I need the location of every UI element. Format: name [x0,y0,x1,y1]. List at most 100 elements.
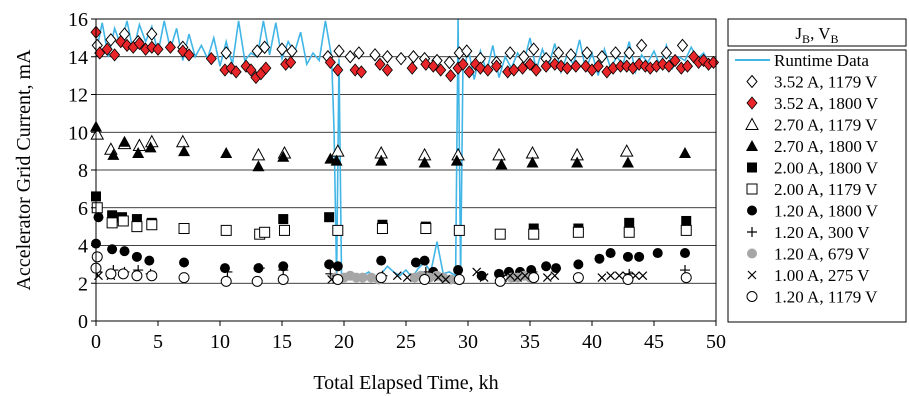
point-s7-11 [332,261,343,272]
point-s6-17 [623,226,635,238]
point-s10-12 [513,273,523,283]
series-7 [91,212,690,281]
legend-swatch-1 [746,74,758,89]
legend-label-5: 2.00 A, 1800 V [774,159,879,178]
point-s2-26 [332,63,344,77]
x-tick-label-9: 45 [644,331,664,353]
point-s3-0 [90,127,105,140]
point-s4-13 [450,154,463,166]
series-3 [90,127,634,161]
point-s2-37 [457,57,469,71]
y-axis-label: Accelerator Grid Current, mA [13,49,35,291]
point-s6-13 [453,224,465,236]
point-s6-8 [259,226,271,238]
y-tick-label-7: 14 [68,47,88,69]
point-s11-7 [220,275,232,287]
point-s1-33 [596,49,608,64]
point-s7-23 [551,263,562,274]
legend-swatch-11 [746,291,758,302]
point-s2-24 [285,55,297,70]
point-s8-6 [254,263,265,274]
point-s7-24 [573,259,584,270]
point-s7-28 [634,251,645,262]
y-tick-label-2: 4 [78,236,88,258]
point-s7-13 [410,257,421,268]
point-s2-22 [260,61,272,75]
point-s2-28 [355,65,367,79]
point-s4-6 [220,147,233,159]
point-s11-15 [528,272,540,284]
legend-items: Runtime Data 3.52 A, 1179 V 3.52 A, 1800 V… [735,51,879,307]
point-s3-8 [330,144,345,157]
x-tick-label-1: 5 [153,331,163,353]
point-s1-9 [276,42,288,56]
point-s6-9 [278,224,290,236]
point-s7-27 [622,251,633,262]
legend-swatch-2 [746,96,758,110]
point-s1-23 [461,44,473,58]
legend-label-0: Runtime Data [774,51,869,70]
point-s2-34 [435,63,447,77]
point-s5-3 [131,214,142,225]
point-s1-18 [407,49,420,64]
point-s7-4 [131,251,142,262]
point-s4-4 [144,141,157,153]
point-s11-1 [91,251,103,263]
point-s8-7 [278,265,289,276]
point-s4-1 [107,148,120,160]
point-s4-12 [418,156,431,168]
point-s2-69 [681,59,694,73]
point-s1-27 [518,49,530,64]
y-tick-label-3: 6 [78,198,88,220]
point-s11-3 [117,268,129,280]
point-s4-11 [375,154,388,166]
point-s6-16 [572,226,584,238]
point-s11-6 [178,272,190,284]
legend-swatch-4 [746,140,758,151]
legend-title-box [727,18,907,47]
axis-ticks: 0 2 4 6 8 10 12 14 16 0 5 10 15 20 25 30 35 40 45 50 [68,9,726,353]
point-s4-8 [277,150,290,162]
series-2 [90,25,720,85]
point-s6-2 [117,215,129,227]
point-s1-36 [635,38,648,53]
point-s9-4 [357,272,368,283]
point-s5-12 [681,215,692,226]
point-s11-5 [146,270,158,282]
point-s1-21 [443,55,456,70]
point-s4-15 [526,156,539,168]
point-s6-10 [332,224,344,236]
legend-label-3: 2.70 A, 1179 V [774,116,878,135]
legend-swatch-8 [747,227,757,237]
point-s2-32 [420,57,432,71]
point-s10-19 [614,271,624,281]
point-s10-5 [402,273,412,283]
y-tick-label-6: 12 [68,85,88,107]
point-s7-16 [453,265,464,276]
point-s2-19 [245,63,257,77]
point-s10-4 [392,271,402,281]
point-s11-12 [419,273,431,285]
point-s2-30 [381,63,393,77]
x-tick-label-0: 0 [91,331,101,353]
point-s2-7 [133,36,145,51]
point-s1-6 [220,46,232,60]
point-s1-28 [528,42,540,56]
point-s6-3 [131,221,143,233]
x-tick-label-3: 15 [272,331,292,353]
point-s4-5 [178,145,191,157]
x-tick-label-5: 25 [396,331,416,353]
point-s1-14 [353,46,365,60]
point-s2-67 [669,53,681,68]
point-s1-30 [552,46,565,60]
point-s1-26 [504,46,516,60]
x-tick-label-7: 35 [520,331,540,353]
grid-lines [96,56,716,284]
y-tick-label-1: 2 [78,273,88,295]
point-s4-18 [679,147,691,159]
point-s10-18 [606,271,616,281]
point-s4-3 [132,147,145,159]
legend-label-10: 1.00 A, 275 V [774,266,870,285]
point-s6-18 [680,224,692,236]
y-tick-label-5: 10 [68,122,88,144]
